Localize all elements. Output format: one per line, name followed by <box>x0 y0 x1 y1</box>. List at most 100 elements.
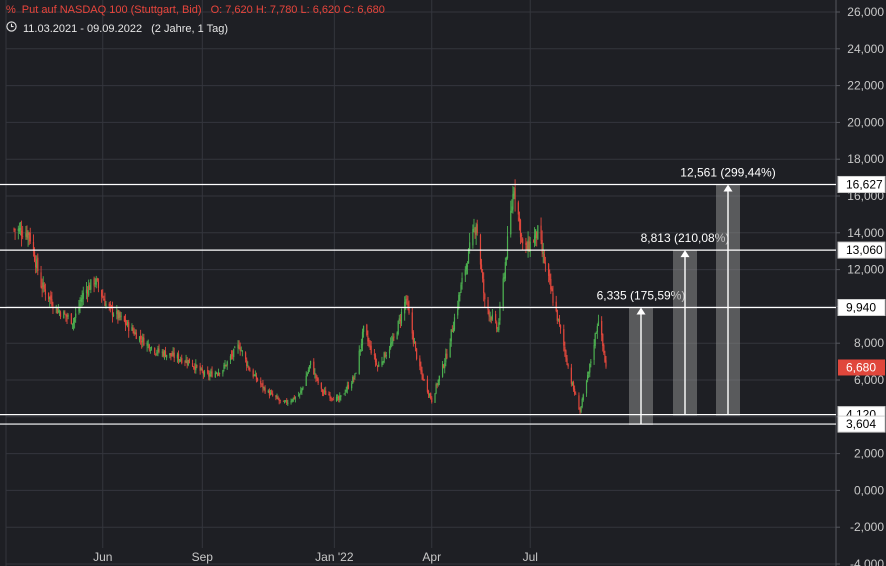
level-box-label: 13,060 <box>846 243 883 257</box>
candle-body <box>215 372 217 374</box>
candle-body <box>187 360 189 366</box>
candle-body <box>317 378 319 384</box>
candles <box>13 179 607 415</box>
candle-body <box>361 331 364 346</box>
candle-body <box>246 359 248 366</box>
candle-body <box>176 354 179 359</box>
candle-body <box>428 394 431 396</box>
candle-body <box>597 321 600 327</box>
x-axis: Jun Sep Jan '22 Apr Jul <box>93 550 538 564</box>
candle-body <box>181 358 183 363</box>
candle-body <box>550 278 552 290</box>
candle-body <box>254 374 256 377</box>
candle-body <box>223 364 225 369</box>
candle-body <box>566 358 568 366</box>
candle-body <box>558 319 561 325</box>
x-tick-label: Jan '22 <box>315 550 354 564</box>
y-tick-label: 20,000 <box>847 115 884 129</box>
candle-body <box>328 393 330 396</box>
candle-body <box>603 345 605 354</box>
candle-body <box>451 330 453 332</box>
candle-body <box>217 372 220 376</box>
candle-body <box>101 290 103 297</box>
candle-body <box>85 289 88 294</box>
candle-body <box>490 317 492 321</box>
candle-body <box>526 245 528 250</box>
candle-body <box>134 332 136 334</box>
candle-body <box>474 231 476 234</box>
candle-body <box>567 364 569 367</box>
candle-body <box>520 234 523 237</box>
chart-header: % Put auf NASDAQ 100 (Stuttgart, Bid) O: … <box>6 4 385 16</box>
y-tick-label: 14,000 <box>847 226 884 240</box>
candle-body <box>411 312 413 334</box>
clock-icon <box>6 21 17 35</box>
candle-body <box>355 373 357 374</box>
target-label: 6,335 (175,59%) <box>597 289 686 303</box>
candle-body <box>302 387 304 389</box>
candle-body <box>201 368 203 372</box>
candle-body <box>551 288 553 292</box>
candle-body <box>264 387 266 393</box>
candle-body <box>210 372 212 374</box>
candle-body <box>354 373 356 378</box>
level-box-label: 3,604 <box>846 417 876 431</box>
candle-body <box>293 396 295 400</box>
candle-body <box>345 389 347 392</box>
candle-body <box>325 390 327 395</box>
y-tick-label: 22,000 <box>847 79 884 93</box>
candle-body <box>449 342 451 358</box>
candle-body <box>414 341 417 348</box>
level-box-label: 9,940 <box>846 301 876 315</box>
candle-body <box>475 225 477 235</box>
candle-body <box>32 242 35 251</box>
candle-body <box>132 328 134 332</box>
candle-body <box>286 400 288 404</box>
candle-body <box>420 366 422 372</box>
candle-body <box>431 397 433 403</box>
candle-body <box>564 346 566 352</box>
candle-body <box>406 298 408 300</box>
candle-body <box>171 355 173 357</box>
candle-body <box>173 352 175 359</box>
candle-body <box>390 343 392 349</box>
ohlc-values: O: 7,620 H: 7,780 L: 6,620 C: 6,680 <box>210 4 385 16</box>
y-tick-label: 18,000 <box>847 152 884 166</box>
candle-body <box>18 227 21 232</box>
candle-body <box>199 365 201 371</box>
candle-body <box>294 397 296 399</box>
candle-body <box>321 389 324 393</box>
candle-body <box>172 352 174 356</box>
candle-body <box>528 241 530 251</box>
candle-body <box>532 241 535 243</box>
candle-body <box>400 312 403 324</box>
candle-body <box>133 331 135 335</box>
candle-body <box>234 347 236 349</box>
target-arrow-head <box>680 250 690 258</box>
candle-body <box>535 229 537 239</box>
candle-body <box>256 378 259 381</box>
candle-body <box>306 373 308 376</box>
target-arrow-head <box>636 307 646 315</box>
candle-body <box>338 396 340 401</box>
candle-body <box>374 355 377 363</box>
candle-body <box>156 352 158 354</box>
candle-body <box>488 310 490 317</box>
candle-body <box>240 350 242 352</box>
x-tick-label: Apr <box>422 550 441 564</box>
candle-body <box>25 233 27 237</box>
candle-body <box>522 238 524 244</box>
candle-body <box>461 277 463 284</box>
candle-body <box>446 353 448 359</box>
candle-body <box>367 335 369 342</box>
candle-body <box>202 372 204 375</box>
candle-body <box>124 319 127 325</box>
candle-body <box>203 371 206 376</box>
candle-body <box>392 337 394 343</box>
candle-body <box>90 279 92 290</box>
candle-body <box>398 318 400 321</box>
candle-body <box>184 361 186 363</box>
candle-body <box>559 325 562 329</box>
candle-body <box>542 252 544 254</box>
